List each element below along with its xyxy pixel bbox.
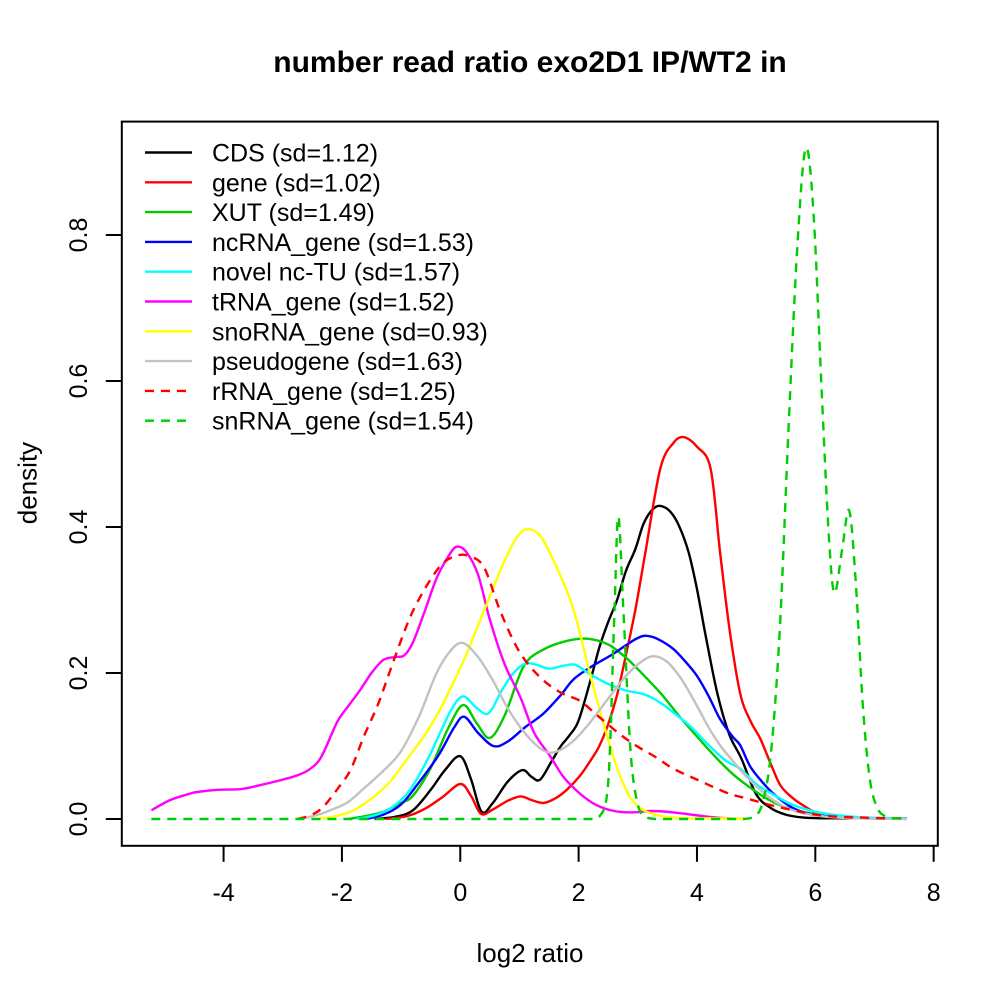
x-tick-label: -4 (212, 879, 234, 907)
y-tick-label: 0.2 (65, 656, 93, 691)
plot-box (120, 120, 939, 847)
x-tick-label: 4 (690, 879, 704, 907)
series-rrna-gene-curve (297, 553, 908, 821)
legend-item-novel-nc-tu: novel nc-TU (sd=1.57) (145, 259, 460, 287)
x-tick-label: -2 (331, 879, 353, 907)
x-tick-label: 8 (927, 879, 941, 907)
legend-item-xut: XUT (sd=1.49) (145, 199, 375, 227)
y-tick-label: 0.8 (65, 218, 93, 253)
legend-item-snrna-gene: snRNA_gene (sd=1.54) (145, 408, 474, 436)
series-novel-nc-tu-curve (356, 661, 908, 821)
x-tick-label: 2 (572, 879, 586, 907)
series-curves (150, 146, 908, 821)
legend-item-ncrna-gene: ncRNA_gene (sd=1.53) (145, 229, 474, 257)
y-axis-title: density (12, 441, 43, 525)
legend-label: XUT (sd=1.49) (212, 199, 375, 227)
legend-label: novel nc-TU (sd=1.57) (212, 259, 460, 287)
x-axis: -4 -2 0 2 4 6 8 (212, 845, 941, 907)
legend-item-cds: CDS (sd=1.12) (145, 140, 378, 168)
legend-label: snRNA_gene (sd=1.54) (212, 408, 474, 436)
legend-item-pseudogene: pseudogene (sd=1.63) (145, 348, 463, 376)
y-tick-label: 0.4 (65, 510, 93, 545)
legend: CDS (sd=1.12)gene (sd=1.02)XUT (sd=1.49)… (145, 140, 488, 436)
legend-item-snorna-gene: snoRNA_gene (sd=0.93) (145, 318, 488, 346)
x-tick-label: 0 (453, 879, 467, 907)
y-tick-label: 0.0 (65, 802, 93, 837)
series-gene-curve (386, 435, 905, 821)
legend-label: tRNA_gene (sd=1.52) (212, 289, 455, 317)
legend-label: pseudogene (sd=1.63) (212, 348, 463, 376)
series-cds-curve (374, 504, 907, 821)
series-trna-gene-curve (150, 545, 745, 821)
y-tick-label: 0.6 (65, 364, 93, 399)
x-tick-label: 6 (808, 879, 822, 907)
series-ncrna-gene-curve (365, 634, 908, 821)
legend-label: rRNA_gene (sd=1.25) (212, 378, 456, 406)
legend-item-rrna-gene: rRNA_gene (sd=1.25) (145, 378, 456, 406)
x-axis-title: log2 ratio (476, 938, 584, 968)
series-snorna-gene-curve (318, 527, 745, 821)
y-axis: 0.0 0.2 0.4 0.6 0.8 (65, 218, 122, 837)
legend-label: snoRNA_gene (sd=0.93) (212, 318, 488, 346)
legend-label: CDS (sd=1.12) (212, 140, 378, 168)
chart-title: number read ratio exo2D1 IP/WT2 in (273, 46, 787, 79)
legend-item-trna-gene: tRNA_gene (sd=1.52) (145, 289, 455, 317)
legend-item-gene: gene (sd=1.02) (145, 169, 381, 197)
series-pseudogene-curve (300, 641, 908, 821)
legend-label: gene (sd=1.02) (212, 169, 381, 197)
legend-label: ncRNA_gene (sd=1.53) (212, 229, 474, 257)
